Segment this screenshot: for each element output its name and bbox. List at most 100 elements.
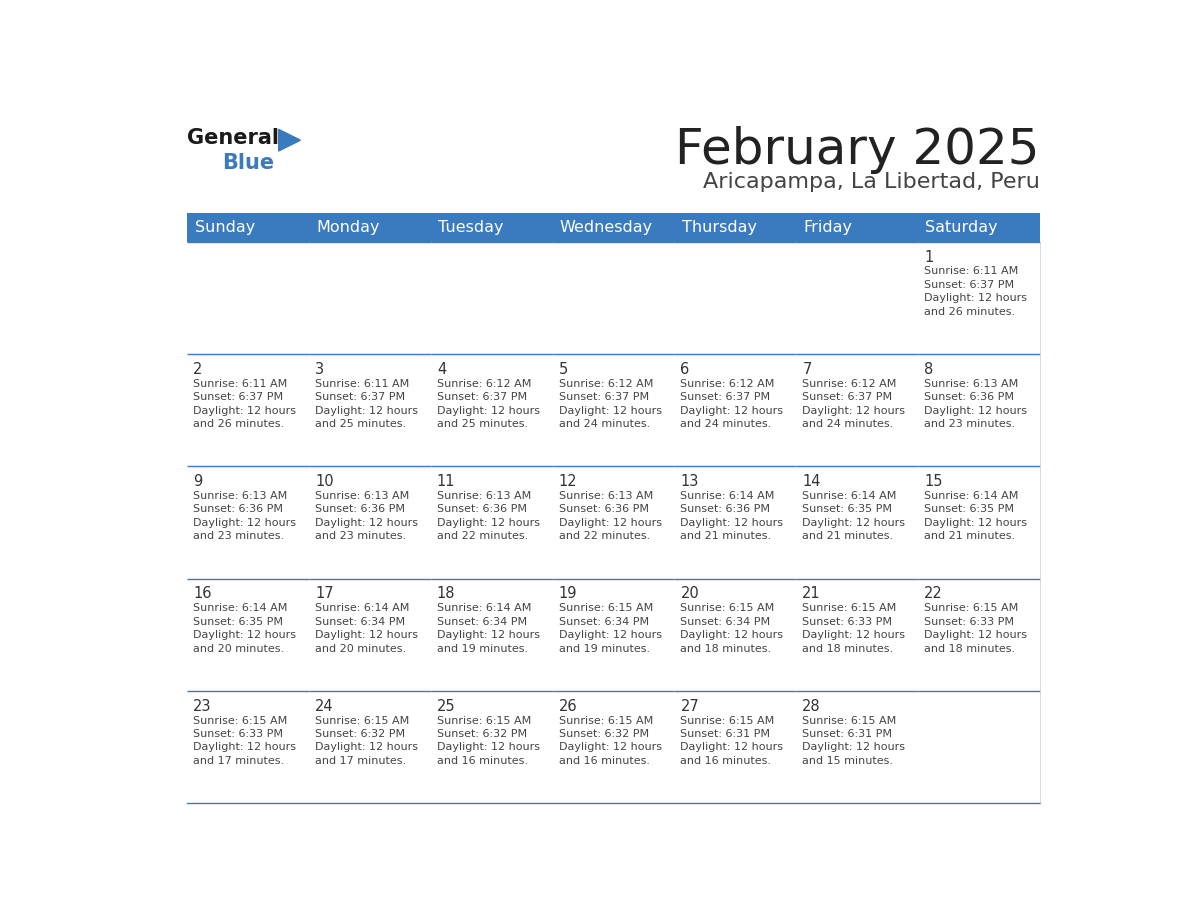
Bar bbox=[188, 213, 309, 241]
Text: Sunset: 6:32 PM: Sunset: 6:32 PM bbox=[558, 729, 649, 739]
Text: 16: 16 bbox=[194, 587, 211, 601]
Text: Sunset: 6:33 PM: Sunset: 6:33 PM bbox=[194, 729, 284, 739]
Text: and 18 minutes.: and 18 minutes. bbox=[924, 644, 1016, 654]
Text: Daylight: 12 hours: Daylight: 12 hours bbox=[194, 743, 296, 753]
Text: Daylight: 12 hours: Daylight: 12 hours bbox=[315, 518, 418, 528]
Text: Sunrise: 6:12 AM: Sunrise: 6:12 AM bbox=[558, 379, 653, 388]
Text: 6: 6 bbox=[681, 362, 690, 376]
Bar bbox=[552, 241, 675, 354]
Text: Sunset: 6:37 PM: Sunset: 6:37 PM bbox=[194, 392, 284, 402]
Text: 1: 1 bbox=[924, 250, 934, 264]
Bar bbox=[552, 213, 675, 241]
Text: and 24 minutes.: and 24 minutes. bbox=[681, 420, 772, 429]
Text: Sunrise: 6:14 AM: Sunrise: 6:14 AM bbox=[924, 491, 1018, 501]
Text: 24: 24 bbox=[315, 699, 334, 713]
Bar bbox=[918, 578, 1040, 691]
Text: Daylight: 12 hours: Daylight: 12 hours bbox=[437, 406, 539, 416]
Text: and 23 minutes.: and 23 minutes. bbox=[315, 532, 406, 542]
Text: and 24 minutes.: and 24 minutes. bbox=[558, 420, 650, 429]
Text: 4: 4 bbox=[437, 362, 447, 376]
Text: Sunrise: 6:14 AM: Sunrise: 6:14 AM bbox=[802, 491, 897, 501]
Bar bbox=[796, 691, 918, 803]
Text: and 19 minutes.: and 19 minutes. bbox=[437, 644, 527, 654]
Text: Sunset: 6:37 PM: Sunset: 6:37 PM bbox=[437, 392, 527, 402]
Text: Sunrise: 6:14 AM: Sunrise: 6:14 AM bbox=[437, 603, 531, 613]
Text: 12: 12 bbox=[558, 474, 577, 489]
Text: Friday: Friday bbox=[803, 219, 853, 235]
Bar bbox=[918, 466, 1040, 578]
Bar bbox=[552, 691, 675, 803]
Bar bbox=[796, 578, 918, 691]
Bar bbox=[918, 213, 1040, 241]
Bar bbox=[675, 354, 796, 466]
Text: 19: 19 bbox=[558, 587, 577, 601]
Text: Sunset: 6:34 PM: Sunset: 6:34 PM bbox=[437, 617, 527, 627]
Text: 5: 5 bbox=[558, 362, 568, 376]
Text: Sunset: 6:37 PM: Sunset: 6:37 PM bbox=[802, 392, 892, 402]
Text: Sunday: Sunday bbox=[195, 219, 254, 235]
Bar bbox=[431, 213, 552, 241]
Text: Tuesday: Tuesday bbox=[438, 219, 504, 235]
Text: Daylight: 12 hours: Daylight: 12 hours bbox=[802, 406, 905, 416]
Text: Aricapampa, La Libertad, Peru: Aricapampa, La Libertad, Peru bbox=[703, 172, 1040, 192]
Text: Daylight: 12 hours: Daylight: 12 hours bbox=[558, 518, 662, 528]
Bar bbox=[309, 466, 431, 578]
Bar bbox=[552, 578, 675, 691]
Text: and 21 minutes.: and 21 minutes. bbox=[924, 532, 1016, 542]
Text: Daylight: 12 hours: Daylight: 12 hours bbox=[802, 743, 905, 753]
Bar bbox=[552, 466, 675, 578]
Text: Daylight: 12 hours: Daylight: 12 hours bbox=[194, 518, 296, 528]
Text: Sunset: 6:37 PM: Sunset: 6:37 PM bbox=[315, 392, 405, 402]
Bar bbox=[675, 466, 796, 578]
Bar bbox=[188, 241, 309, 354]
Text: Sunset: 6:31 PM: Sunset: 6:31 PM bbox=[681, 729, 771, 739]
Text: 11: 11 bbox=[437, 474, 455, 489]
Text: 26: 26 bbox=[558, 699, 577, 713]
Bar bbox=[431, 691, 552, 803]
Text: Daylight: 12 hours: Daylight: 12 hours bbox=[558, 743, 662, 753]
Text: Sunrise: 6:14 AM: Sunrise: 6:14 AM bbox=[681, 491, 775, 501]
Bar bbox=[188, 466, 309, 578]
Text: Sunset: 6:32 PM: Sunset: 6:32 PM bbox=[315, 729, 405, 739]
Text: Sunset: 6:32 PM: Sunset: 6:32 PM bbox=[437, 729, 527, 739]
Text: Sunset: 6:37 PM: Sunset: 6:37 PM bbox=[924, 280, 1015, 290]
Text: and 20 minutes.: and 20 minutes. bbox=[315, 644, 406, 654]
Text: and 23 minutes.: and 23 minutes. bbox=[194, 532, 284, 542]
Text: Sunrise: 6:15 AM: Sunrise: 6:15 AM bbox=[802, 603, 897, 613]
Text: and 25 minutes.: and 25 minutes. bbox=[315, 420, 406, 429]
Text: Daylight: 12 hours: Daylight: 12 hours bbox=[437, 743, 539, 753]
Text: Daylight: 12 hours: Daylight: 12 hours bbox=[315, 743, 418, 753]
Text: 3: 3 bbox=[315, 362, 324, 376]
Text: Sunrise: 6:15 AM: Sunrise: 6:15 AM bbox=[924, 603, 1018, 613]
Text: 15: 15 bbox=[924, 474, 942, 489]
Text: Sunset: 6:33 PM: Sunset: 6:33 PM bbox=[802, 617, 892, 627]
Text: and 24 minutes.: and 24 minutes. bbox=[802, 420, 893, 429]
Text: Sunrise: 6:15 AM: Sunrise: 6:15 AM bbox=[558, 603, 653, 613]
Text: Sunset: 6:37 PM: Sunset: 6:37 PM bbox=[681, 392, 771, 402]
Text: Sunrise: 6:13 AM: Sunrise: 6:13 AM bbox=[558, 491, 653, 501]
Text: February 2025: February 2025 bbox=[675, 126, 1040, 174]
Text: Sunrise: 6:13 AM: Sunrise: 6:13 AM bbox=[437, 491, 531, 501]
Text: Daylight: 12 hours: Daylight: 12 hours bbox=[681, 406, 783, 416]
Text: Sunset: 6:36 PM: Sunset: 6:36 PM bbox=[315, 505, 405, 514]
Text: Sunset: 6:33 PM: Sunset: 6:33 PM bbox=[924, 617, 1015, 627]
Text: and 17 minutes.: and 17 minutes. bbox=[194, 756, 284, 766]
Text: 25: 25 bbox=[437, 699, 455, 713]
Bar bbox=[796, 354, 918, 466]
Text: Sunrise: 6:15 AM: Sunrise: 6:15 AM bbox=[194, 715, 287, 725]
Text: 28: 28 bbox=[802, 699, 821, 713]
Text: and 23 minutes.: and 23 minutes. bbox=[924, 420, 1016, 429]
Text: Sunset: 6:37 PM: Sunset: 6:37 PM bbox=[558, 392, 649, 402]
Text: and 26 minutes.: and 26 minutes. bbox=[924, 307, 1016, 317]
Text: Sunrise: 6:15 AM: Sunrise: 6:15 AM bbox=[437, 715, 531, 725]
Polygon shape bbox=[279, 129, 301, 151]
Bar bbox=[188, 354, 309, 466]
Text: 27: 27 bbox=[681, 699, 700, 713]
Bar bbox=[796, 241, 918, 354]
Bar bbox=[918, 354, 1040, 466]
Text: Sunset: 6:34 PM: Sunset: 6:34 PM bbox=[681, 617, 771, 627]
Text: Sunset: 6:36 PM: Sunset: 6:36 PM bbox=[194, 505, 284, 514]
Text: Daylight: 12 hours: Daylight: 12 hours bbox=[924, 631, 1028, 640]
Text: Sunrise: 6:13 AM: Sunrise: 6:13 AM bbox=[315, 491, 410, 501]
Bar bbox=[675, 691, 796, 803]
